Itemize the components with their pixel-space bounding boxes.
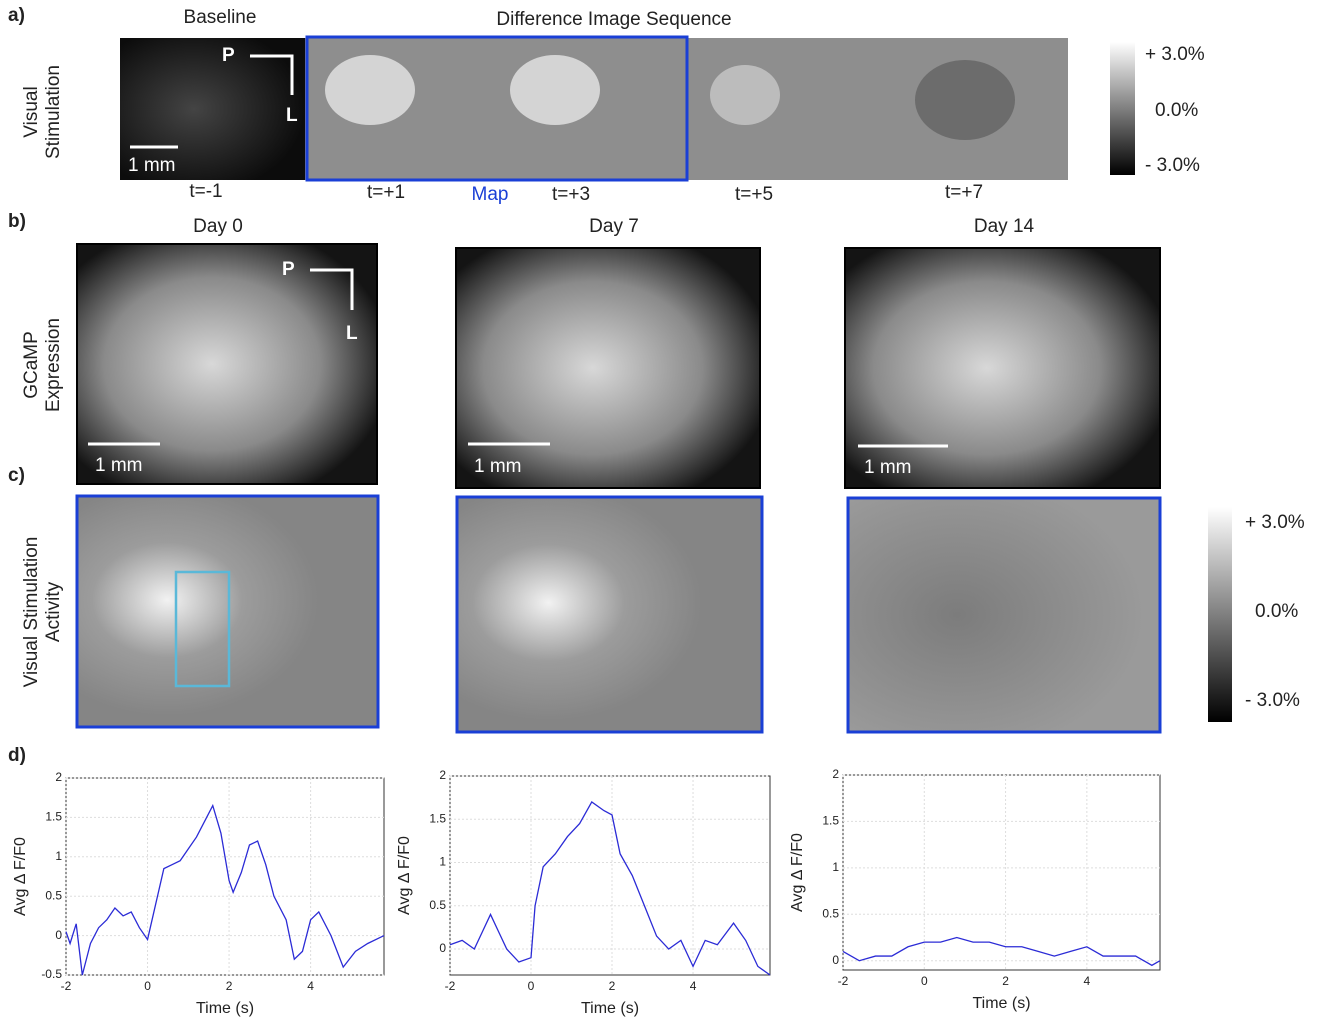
heading: Baseline (184, 7, 257, 28)
row-label: GCaMP (21, 331, 42, 399)
time-label: t=+3 (552, 184, 590, 205)
colorbar-label: - 3.0% (1145, 155, 1200, 176)
time-label: t=+5 (735, 184, 773, 205)
row-label: Stimulation (43, 65, 64, 159)
y-tick-label: 1.5 (822, 814, 839, 828)
x-tick-label: 2 (609, 979, 616, 993)
y-tick-label: -0.5 (41, 967, 62, 981)
plot-area (843, 775, 1160, 970)
colorbar (1110, 42, 1135, 175)
plot-area (66, 778, 384, 975)
heading: Day 14 (974, 216, 1035, 237)
panel-label: d) (8, 745, 26, 766)
time-label: t=+7 (945, 182, 983, 203)
row-label: Visual Stimulation (21, 537, 42, 688)
image (77, 244, 377, 484)
y-axis-label: Avg Δ F/F0 (789, 833, 806, 912)
time-label: t=-1 (189, 181, 222, 202)
y-tick-label: 0 (439, 941, 446, 955)
y-tick-label: 2 (439, 768, 446, 782)
x-tick-label: 0 (528, 979, 535, 993)
scale-label: 1 mm (474, 456, 522, 477)
heading: Day 0 (193, 216, 243, 237)
x-tick-label: -2 (61, 979, 72, 993)
y-tick-label: 2 (55, 770, 62, 784)
image (77, 496, 378, 727)
panel-label: b) (8, 211, 26, 232)
plot-area (450, 776, 770, 975)
y-axis-label: Avg Δ F/F0 (12, 837, 29, 916)
y-tick-label: 2 (832, 767, 839, 781)
panel-label: c) (8, 465, 25, 486)
x-tick-label: 4 (307, 979, 314, 993)
y-tick-label: 1.5 (429, 811, 446, 825)
x-axis-label: Time (s) (972, 995, 1030, 1012)
image (457, 497, 762, 732)
arrow-label: L (346, 323, 358, 344)
panel-label: a) (8, 5, 25, 26)
x-axis-label: Time (s) (581, 1000, 639, 1017)
image (325, 55, 415, 125)
colorbar-label: 0.0% (1255, 601, 1298, 622)
x-tick-label: -2 (445, 979, 456, 993)
image (510, 55, 600, 125)
y-tick-label: 0.5 (45, 888, 62, 902)
x-tick-label: 2 (226, 979, 233, 993)
arrow-label: L (286, 105, 298, 126)
x-axis-label: Time (s) (196, 1000, 254, 1017)
y-tick-label: 1.5 (45, 810, 62, 824)
x-tick-label: 4 (1084, 974, 1091, 988)
y-tick-label: 1 (832, 860, 839, 874)
heading: Day 7 (589, 216, 639, 237)
heading: Difference Image Sequence (496, 9, 731, 30)
y-tick-label: 0.5 (429, 898, 446, 912)
y-tick-label: 0 (832, 953, 839, 967)
image (845, 248, 1160, 488)
colorbar-label: 0.0% (1155, 100, 1198, 121)
x-tick-label: 0 (921, 974, 928, 988)
colorbar-label: + 3.0% (1145, 44, 1205, 65)
x-tick-label: 0 (144, 979, 151, 993)
image (848, 498, 1160, 732)
y-axis-label: Avg Δ F/F0 (396, 836, 413, 915)
y-tick-label: 1 (55, 849, 62, 863)
row-label: Activity (43, 581, 64, 642)
image (710, 65, 780, 125)
image (456, 248, 760, 488)
figure: a) b) c) d) Baseline Difference Image Se… (0, 0, 1329, 1024)
y-tick-label: 0.5 (822, 906, 839, 920)
map-label: Map (472, 184, 509, 205)
colorbar-label: + 3.0% (1245, 512, 1305, 533)
colorbar (1208, 507, 1232, 722)
x-tick-label: 2 (1002, 974, 1009, 988)
scale-label: 1 mm (864, 457, 912, 478)
colorbar-label: - 3.0% (1245, 690, 1300, 711)
y-tick-label: 1 (439, 855, 446, 869)
row-label: Expression (43, 318, 64, 412)
scale-label: 1 mm (128, 155, 176, 176)
x-tick-label: 4 (690, 979, 697, 993)
image (915, 60, 1015, 140)
arrow-label: P (222, 45, 235, 66)
time-label: t=+1 (367, 182, 405, 203)
x-tick-label: -2 (838, 974, 849, 988)
scale-label: 1 mm (95, 455, 143, 476)
arrow-label: P (282, 259, 295, 280)
row-label: Visual (21, 86, 42, 137)
y-tick-label: 0 (55, 928, 62, 942)
